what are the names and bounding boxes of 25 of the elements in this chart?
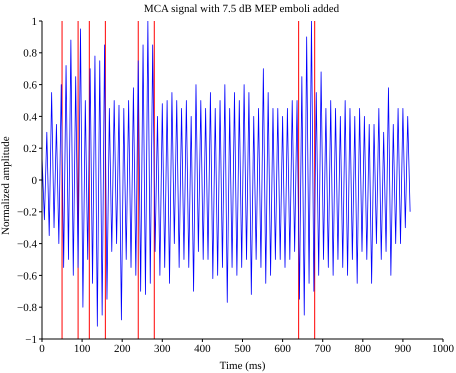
x-tick-label: 1000 [432,342,454,355]
y-tick-label: 0.4 [23,111,38,124]
y-axis-title: Normalized amplitude [0,136,12,235]
y-tick-label: 0 [32,174,38,187]
y-tick-label: −0.4 [17,238,38,251]
x-tick-label: 600 [274,342,292,355]
y-tick-label: −0.6 [17,270,38,282]
y-tick-label: 0.2 [23,143,37,156]
x-tick-label: 200 [114,342,131,355]
y-tick-label: −1 [25,334,37,346]
y-tick-label: −0.2 [17,206,37,219]
chart-title: MCA signal with 7.5 dB MEP emboli added [142,3,340,15]
x-tick-label: 900 [394,342,412,355]
y-tick-label: −0.8 [17,302,38,314]
x-axis-title: Time (ms) [220,360,266,372]
x-tick-label: 400 [194,342,212,355]
x-tick-label: 800 [354,342,372,355]
x-tick-label: 300 [154,342,172,355]
line-series [42,21,411,327]
x-tick-label: 500 [234,342,252,355]
x-tick-label: 100 [74,342,91,355]
y-tick-label: 0.8 [23,48,38,60]
x-tick-label: 700 [314,342,332,355]
y-tick-label: 1 [32,16,37,28]
y-tick-label: 0.6 [23,80,38,92]
